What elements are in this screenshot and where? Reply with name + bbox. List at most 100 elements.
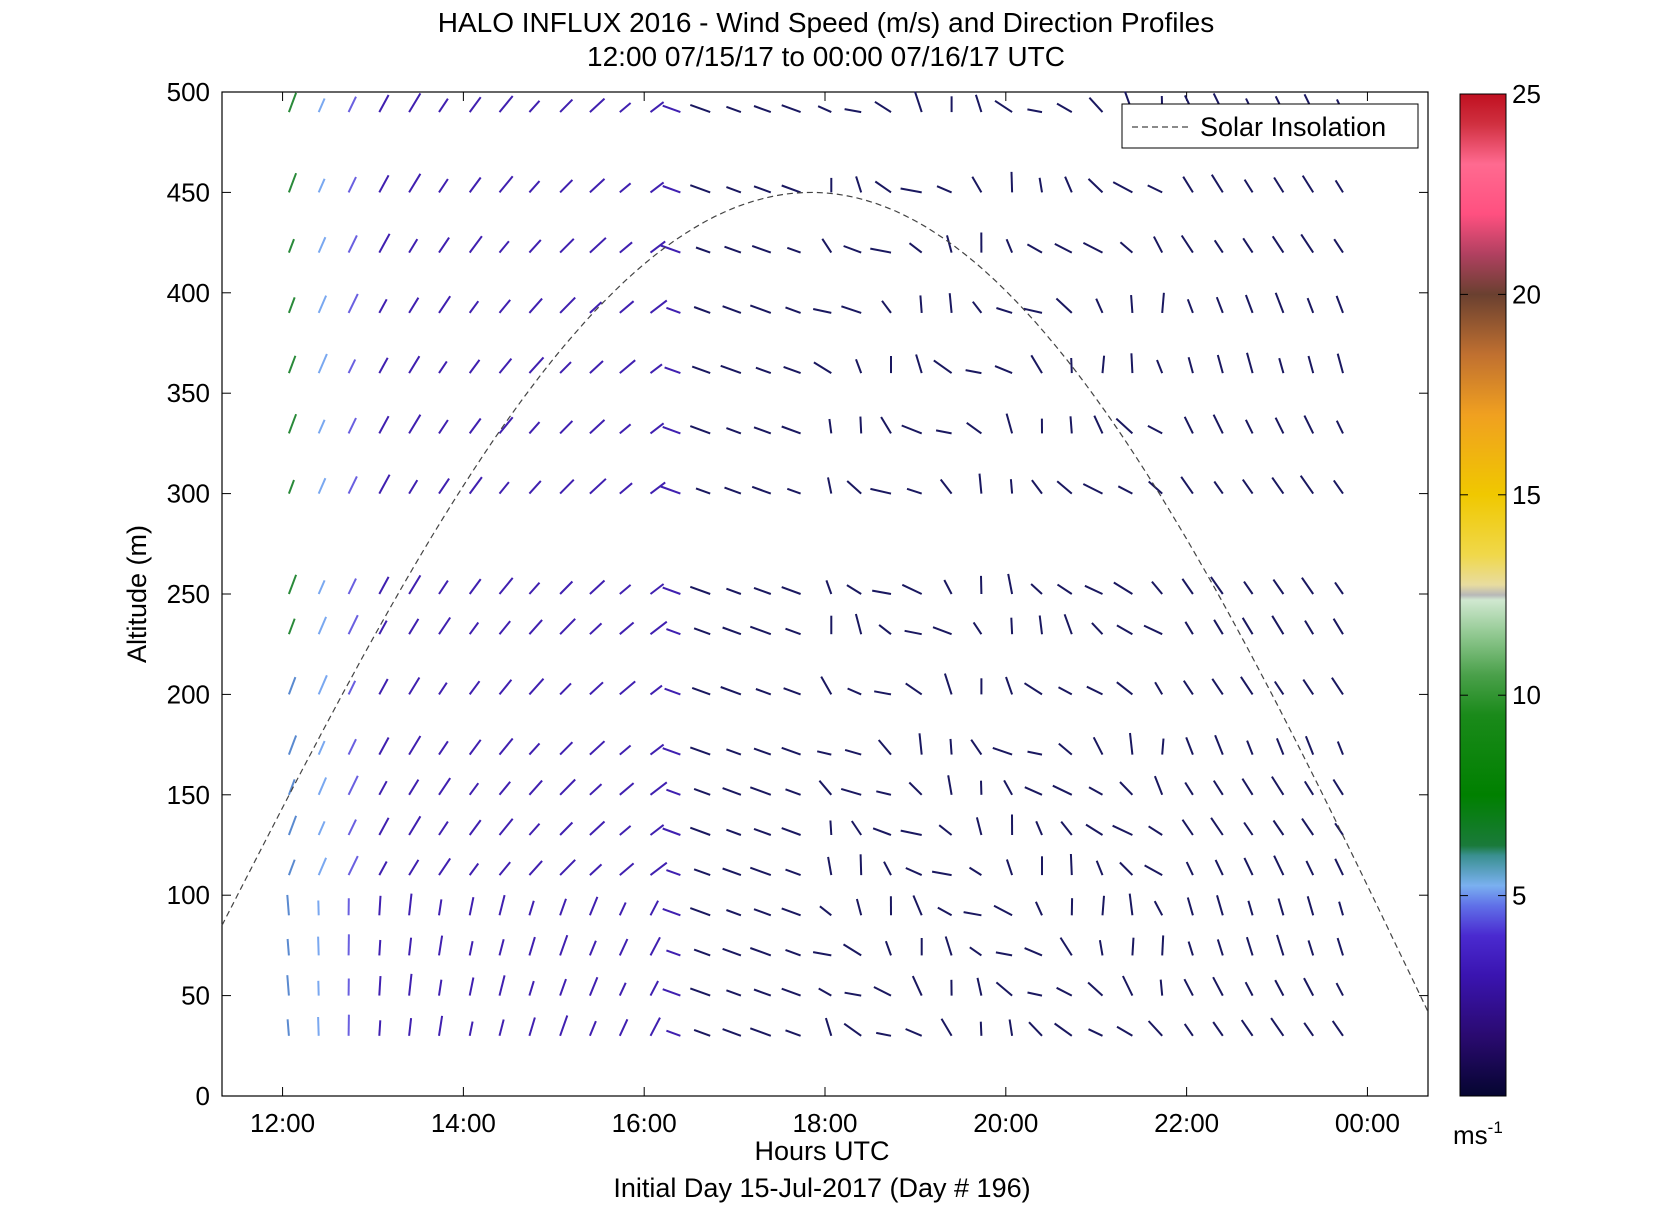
wind-barb <box>749 304 772 314</box>
wind-barb <box>753 988 772 997</box>
wind-barb <box>378 415 390 434</box>
wind-barb <box>559 478 575 495</box>
wind-barb <box>589 301 603 314</box>
wind-barb <box>619 621 635 635</box>
wind-barb <box>559 420 574 435</box>
wind-barb <box>498 938 505 956</box>
wind-barb <box>408 779 420 796</box>
wind-barb <box>1098 940 1104 956</box>
colorbar-unit-label: ms-1 <box>1453 1118 1503 1150</box>
wind-barb <box>905 867 923 877</box>
wind-barb <box>528 239 542 254</box>
wind-barb <box>619 782 635 796</box>
wind-barb <box>378 861 388 876</box>
wind-barb <box>408 92 422 113</box>
wind-barb <box>559 1015 569 1037</box>
wind-barb <box>840 787 862 796</box>
wind-barb <box>1064 176 1073 193</box>
wind-barb <box>649 240 666 254</box>
colorbar-tick-label: 20 <box>1512 279 1541 309</box>
wind-barb <box>438 360 448 374</box>
wind-barb <box>378 576 390 595</box>
wind-barb <box>589 783 603 796</box>
wind-barb <box>528 779 543 796</box>
wind-barb <box>347 738 357 756</box>
wind-barb <box>287 779 296 796</box>
wind-barb <box>965 369 982 375</box>
wind-barb <box>660 244 681 254</box>
wind-barb <box>468 739 482 756</box>
wind-barb <box>1244 981 1254 997</box>
x-tick-label: 18:00 <box>792 1108 857 1138</box>
wind-barb <box>812 951 832 957</box>
wind-barb <box>347 96 357 113</box>
wind-barb <box>1086 685 1103 696</box>
wind-barb <box>666 628 681 636</box>
wind-barb <box>559 98 574 113</box>
wind-barb <box>1272 579 1285 595</box>
wind-barb <box>1210 817 1224 836</box>
wind-barb <box>317 740 326 755</box>
wind-barb <box>317 477 327 494</box>
wind-barb <box>1336 937 1344 956</box>
wind-barb <box>408 735 422 756</box>
wind-barb <box>408 893 413 916</box>
wind-barb <box>1213 239 1224 254</box>
wind-barb <box>753 185 772 194</box>
wind-barb <box>664 366 681 375</box>
wind-barb <box>498 357 513 374</box>
wind-barb <box>1303 1022 1315 1037</box>
wind-barb <box>286 975 290 996</box>
wind-barb <box>855 898 863 916</box>
wind-barb <box>1247 900 1254 916</box>
wind-barb <box>726 828 742 836</box>
wind-barb <box>588 940 597 956</box>
wind-barb <box>317 98 326 113</box>
wind-barb <box>855 358 863 374</box>
y-tick-group: 0 50 100 150 200 250 300 350 400 450 500 <box>167 77 1428 1111</box>
wind-barb <box>1332 618 1344 635</box>
wind-barb <box>751 485 772 495</box>
wind-barb <box>286 938 290 956</box>
wind-barb <box>1113 581 1133 595</box>
wind-barb <box>438 857 452 876</box>
wind-barb <box>408 1017 413 1036</box>
wind-barb <box>749 1027 772 1037</box>
wind-barb <box>943 673 953 695</box>
wind-barb <box>347 680 357 695</box>
wind-barb <box>1303 415 1315 434</box>
wind-barb <box>619 102 632 113</box>
wind-barb <box>287 574 298 595</box>
wind-barb <box>1243 581 1254 595</box>
wind-barb <box>870 247 892 254</box>
wind-barb <box>1240 676 1254 695</box>
wind-barb <box>666 788 681 796</box>
colorbar-tick-label: 25 <box>1512 79 1541 109</box>
wind-barb <box>1088 1028 1103 1037</box>
wind-barb <box>287 297 296 314</box>
wind-barb <box>720 364 742 375</box>
wind-barb <box>1240 1019 1254 1037</box>
wind-barb <box>378 939 382 956</box>
wind-barb <box>1007 573 1014 595</box>
wind-barb <box>877 739 892 756</box>
wind-barb <box>287 815 298 836</box>
wind-barb <box>1112 181 1133 194</box>
wind-barb <box>1027 750 1043 756</box>
wind-barb <box>1212 1021 1224 1037</box>
wind-barb <box>1056 986 1073 997</box>
wind-barb <box>1005 413 1014 434</box>
wind-barb <box>726 186 742 194</box>
wind-barb <box>438 580 449 595</box>
wind-barb <box>1274 417 1285 434</box>
wind-barb <box>1180 234 1194 254</box>
wind-barb <box>1332 778 1344 796</box>
wind-barb <box>619 744 632 756</box>
wind-barb <box>468 680 481 695</box>
wind-barb <box>498 975 506 996</box>
wind-barb <box>528 678 545 696</box>
wind-barb <box>689 103 711 114</box>
wind-barb <box>689 746 711 756</box>
wind-barb <box>724 486 742 495</box>
